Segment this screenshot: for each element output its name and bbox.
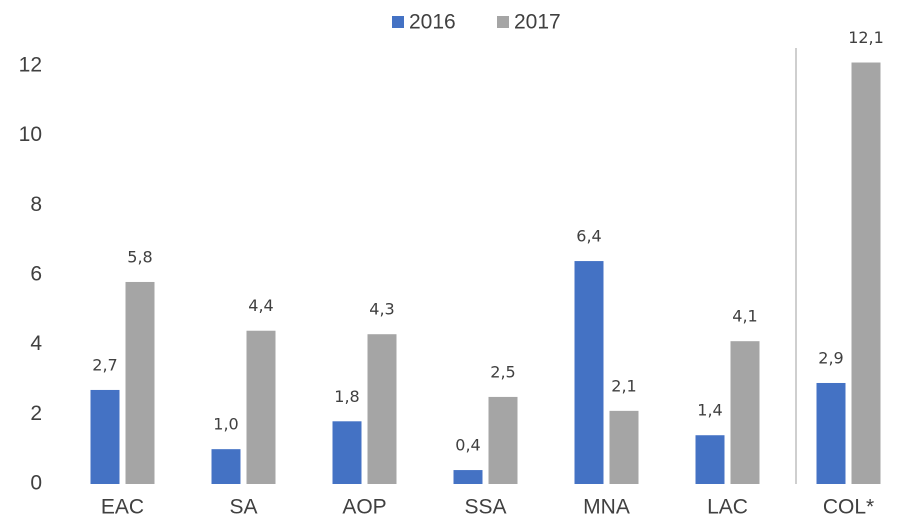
y-tick-label: 8 xyxy=(30,193,42,216)
bar xyxy=(609,410,639,484)
value-label: 4,4 xyxy=(248,296,273,315)
y-tick-label: 0 xyxy=(30,472,42,495)
legend-label: 2017 xyxy=(514,11,561,34)
bar xyxy=(730,341,760,484)
bar xyxy=(246,330,276,484)
y-tick-label: 12 xyxy=(19,54,42,77)
value-label: 12,1 xyxy=(848,28,884,47)
y-tick-label: 10 xyxy=(19,123,42,146)
x-tick-label: LAC xyxy=(707,496,748,519)
bar xyxy=(488,396,518,484)
value-label: 4,1 xyxy=(732,307,757,326)
value-label: 2,7 xyxy=(92,355,117,374)
value-label: 2,1 xyxy=(611,376,636,395)
legend-label: 2016 xyxy=(409,11,456,34)
bar xyxy=(574,261,604,484)
legend-swatch xyxy=(497,16,509,28)
bar xyxy=(851,62,881,485)
y-tick-label: 4 xyxy=(30,332,42,355)
bar xyxy=(816,382,846,484)
value-label: 1,0 xyxy=(213,415,238,434)
bar xyxy=(367,334,397,484)
x-tick-label: MNA xyxy=(583,496,630,519)
x-tick-label: COL* xyxy=(823,496,874,519)
y-tick-label: 2 xyxy=(30,402,42,425)
value-label: 2,9 xyxy=(818,348,843,367)
x-tick-label: SSA xyxy=(464,496,506,519)
value-label: 0,4 xyxy=(455,436,480,455)
value-label: 2,5 xyxy=(490,362,515,381)
bar xyxy=(90,389,120,484)
bar xyxy=(453,470,483,484)
value-label: 6,4 xyxy=(576,227,601,246)
bar xyxy=(125,281,155,484)
value-label: 4,3 xyxy=(369,300,394,319)
bar xyxy=(332,421,362,484)
y-tick-label: 6 xyxy=(30,263,42,286)
value-label: 5,8 xyxy=(127,247,152,266)
bar xyxy=(211,449,241,484)
x-tick-label: AOP xyxy=(342,496,386,519)
bar xyxy=(695,435,725,484)
legend-swatch xyxy=(392,16,404,28)
x-tick-label: EAC xyxy=(101,496,144,519)
value-label: 1,4 xyxy=(697,401,722,420)
value-label: 1,8 xyxy=(334,387,359,406)
x-tick-label: SA xyxy=(229,496,257,519)
